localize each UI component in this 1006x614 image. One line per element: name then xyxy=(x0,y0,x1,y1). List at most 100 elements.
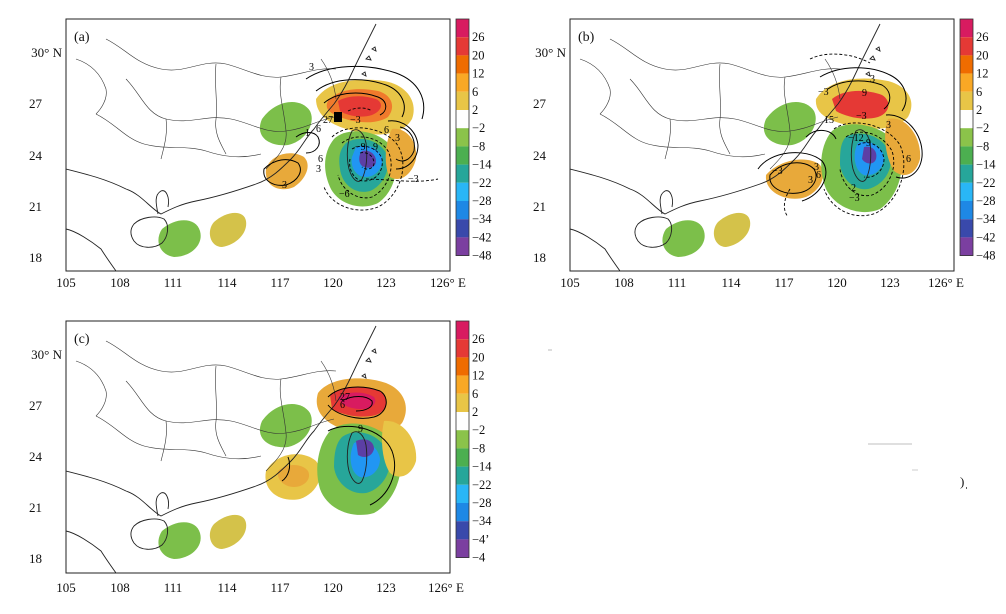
x-tick-label: 111 xyxy=(164,580,183,595)
contour-label: −3 xyxy=(408,174,419,185)
colorbar-swatch xyxy=(960,110,973,129)
colorbar-label: 20 xyxy=(472,350,485,364)
contour-label: 1 xyxy=(305,128,310,139)
x-tick-label: 111 xyxy=(164,275,183,290)
contour-label: −12 xyxy=(848,133,864,144)
colorbar-swatch xyxy=(456,110,469,129)
colorbar-swatch xyxy=(960,182,973,201)
contour-label: −3 xyxy=(350,115,361,126)
x-tick-label: 114 xyxy=(217,275,237,290)
panel-a-x-axis: 105 108 111 114 117 120 123 126° E xyxy=(56,275,466,290)
colorbar-swatch xyxy=(456,430,469,449)
colorbar-label: 6 xyxy=(976,85,982,99)
colorbar-label: −34 xyxy=(472,514,492,528)
colorbar-swatch xyxy=(456,393,469,412)
colorbar-label: −28 xyxy=(472,194,492,208)
colorbar-swatch xyxy=(456,55,469,74)
colorbar-swatch xyxy=(456,466,469,485)
x-tick-label: 126° E xyxy=(928,275,964,290)
colorbar-swatch xyxy=(456,339,469,358)
colorbar-label: 12 xyxy=(976,67,989,81)
colorbar-swatch xyxy=(456,357,469,376)
colorbar-label: −34 xyxy=(976,212,996,226)
colorbar-swatch xyxy=(456,182,469,201)
panel-b: (b) −3 3 9 15 −3 3 −12 9 6 3 −3 6 3 2 −3… xyxy=(533,18,996,290)
contour-label: 27 xyxy=(340,392,350,403)
colorbar-frame xyxy=(959,18,974,257)
colorbar-frame xyxy=(455,320,470,559)
colorbar-label: −42 xyxy=(472,230,492,244)
colorbar-frame xyxy=(455,18,470,257)
x-tick-label: 108 xyxy=(110,275,130,290)
y-tick-label: 21 xyxy=(29,199,42,214)
colorbar-label: 26 xyxy=(472,30,485,44)
panel-b-x-axis: 105 108 111 114 117 120 123 126° E xyxy=(560,275,964,290)
contour-label: 6 xyxy=(384,125,389,136)
colorbar-swatch xyxy=(456,37,469,56)
colorbar-swatch xyxy=(960,19,973,38)
panel-a-contour-labels: 3 27 −3 6 3 −9 9 6 3 −3 3 −6 1 6 xyxy=(282,62,419,200)
x-tick-label: 117 xyxy=(270,275,290,290)
contour-label: −3 xyxy=(849,193,860,204)
colorbar-swatch xyxy=(456,521,469,540)
colorbar-swatch xyxy=(456,19,469,38)
colorbar-label: −48 xyxy=(976,249,996,263)
contour-label: 6 xyxy=(906,154,911,165)
y-tick-label: 18 xyxy=(29,551,42,566)
contour-label: 3 xyxy=(870,74,875,85)
colorbar-label: −14 xyxy=(472,460,492,474)
colorbar-swatch xyxy=(456,375,469,394)
colorbar-swatch xyxy=(960,146,973,165)
colorbar-swatch xyxy=(456,412,469,431)
y-tick-label: 27 xyxy=(29,96,43,111)
contour-label: 6 xyxy=(816,170,821,181)
colorbar-label: −4 xyxy=(472,551,486,565)
panel-c: (c) 27 6 9 105 108 111 114 117 120 123 1… xyxy=(29,320,492,595)
contour-label: 9 xyxy=(866,138,871,149)
colorbar-label: 2 xyxy=(472,103,478,117)
colorbar-label: −14 xyxy=(976,158,996,172)
panel-b-y-axis: 30° N 27 24 21 18 xyxy=(533,45,567,265)
contour-label: −3 xyxy=(818,87,829,98)
colorbar-swatch xyxy=(960,201,973,220)
colorbar-swatch xyxy=(456,128,469,147)
colorbar-label: 6 xyxy=(472,387,478,401)
x-tick-label: 114 xyxy=(217,580,237,595)
y-tick-label: 21 xyxy=(29,500,42,515)
colorbar-label: −8 xyxy=(472,139,485,153)
y-tick-label: 21 xyxy=(533,199,546,214)
x-tick-label: 126° E xyxy=(428,580,464,595)
contour-label: −6 xyxy=(339,189,350,200)
panel-c-contour-labels: 27 6 9 xyxy=(340,392,363,435)
colorbar-label: 6 xyxy=(472,85,478,99)
colorbar-label: −22 xyxy=(976,176,996,190)
colorbar-label: −22 xyxy=(472,478,492,492)
contour-label: 6 xyxy=(318,154,323,165)
colorbar-label: −28 xyxy=(976,194,996,208)
colorbar-label: −14 xyxy=(472,158,492,172)
contour-label: 15 xyxy=(824,115,834,126)
contour-label: 6 xyxy=(316,124,321,135)
colorbar-swatch xyxy=(960,91,973,110)
colorbar-label: −8 xyxy=(472,441,485,455)
colorbar-label: −22 xyxy=(472,176,492,190)
colorbar-swatch xyxy=(960,73,973,92)
x-tick-label: 108 xyxy=(110,580,130,595)
x-tick-label: 123 xyxy=(376,580,396,595)
colorbar-swatch xyxy=(456,164,469,183)
contour-label: −3 xyxy=(772,166,783,177)
colorbar-label: 2 xyxy=(472,405,478,419)
y-tick-label: 18 xyxy=(533,250,546,265)
panel-a-label: (a) xyxy=(74,30,90,45)
y-tick-label: 30° N xyxy=(535,45,566,60)
x-tick-label: 123 xyxy=(880,275,900,290)
panel-b-colorbar: 26 20 12 6 2 −2 −8 −14 −22 −28 −34 −42 −48 xyxy=(959,18,996,263)
colorbar-swatch xyxy=(960,128,973,147)
y-tick-label: 30° N xyxy=(31,347,62,362)
colorbar-label: 26 xyxy=(472,332,485,346)
colorbar-swatch xyxy=(960,164,973,183)
x-tick-label: 117 xyxy=(774,275,794,290)
colorbar-swatch xyxy=(960,37,973,56)
contour-label: 6 xyxy=(340,400,345,411)
colorbar-swatch xyxy=(456,91,469,110)
